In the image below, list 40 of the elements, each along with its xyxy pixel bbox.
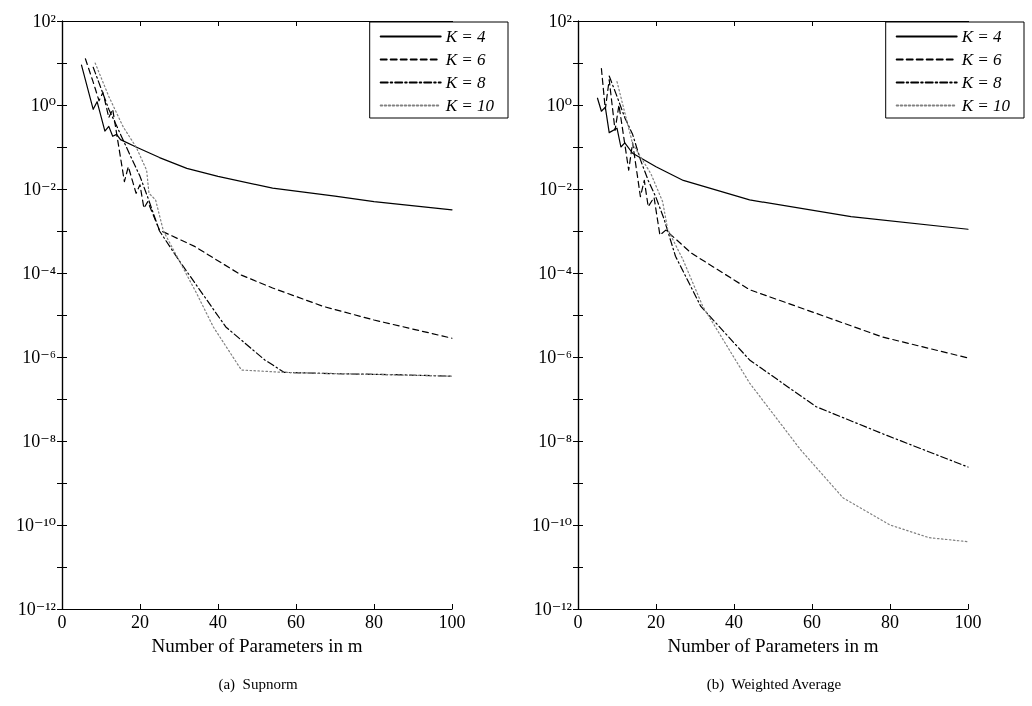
y-tick-label: 10⁻⁸ [538,431,572,451]
legend-label: K = 4 [960,27,1002,46]
legend-label: K = 6 [444,50,486,69]
y-tick-label: 10⁻¹² [17,599,56,619]
y-tick-label: 10⁻¹⁰ [15,515,56,535]
y-tick-label: 10² [32,11,56,31]
y-tick-label: 10⁻⁸ [22,431,56,451]
legend-label: K = 10 [444,96,495,115]
y-tick-label: 10⁰ [546,95,572,115]
y-tick-label: 10⁻² [539,179,572,199]
y-tick-label: 10⁻¹⁰ [531,515,572,535]
x-tick-label: 60 [803,612,821,632]
legend-label: K = 8 [444,73,486,92]
x-axis-title: Number of Parameters in m [151,634,363,656]
x-tick-label: 0 [573,612,583,632]
legend-label: K = 6 [960,50,1002,69]
x-tick-label: 0 [57,612,67,632]
legend-label: K = 10 [960,96,1011,115]
x-tick-label: 40 [209,612,227,632]
x-tick-label: 40 [725,612,743,632]
y-tick-label: 10⁻⁴ [538,263,572,283]
x-tick-label: 100 [438,612,466,632]
y-tick-label: 10⁻¹² [533,599,572,619]
legend-label: K = 4 [444,27,486,46]
x-tick-label: 60 [287,612,305,632]
y-tick-label: 10⁻² [23,179,56,199]
text: (b) Weighted Average [706,675,842,693]
x-tick-label: 100 [954,612,982,632]
x-tick-label: 20 [647,612,665,632]
y-tick-label: 10⁻⁶ [22,347,56,367]
y-tick-label: 10⁻⁴ [22,263,56,283]
x-tick-label: 20 [131,612,149,632]
legend-label: K = 8 [960,73,1002,92]
y-tick-label: 10⁰ [30,95,56,115]
text: (a) Supnorm [218,675,298,693]
x-axis-title: Number of Parameters in m [667,634,879,656]
x-tick-label: 80 [365,612,383,632]
y-tick-label: 10² [548,11,572,31]
y-tick-label: 10⁻⁶ [538,347,572,367]
x-tick-label: 80 [881,612,899,632]
